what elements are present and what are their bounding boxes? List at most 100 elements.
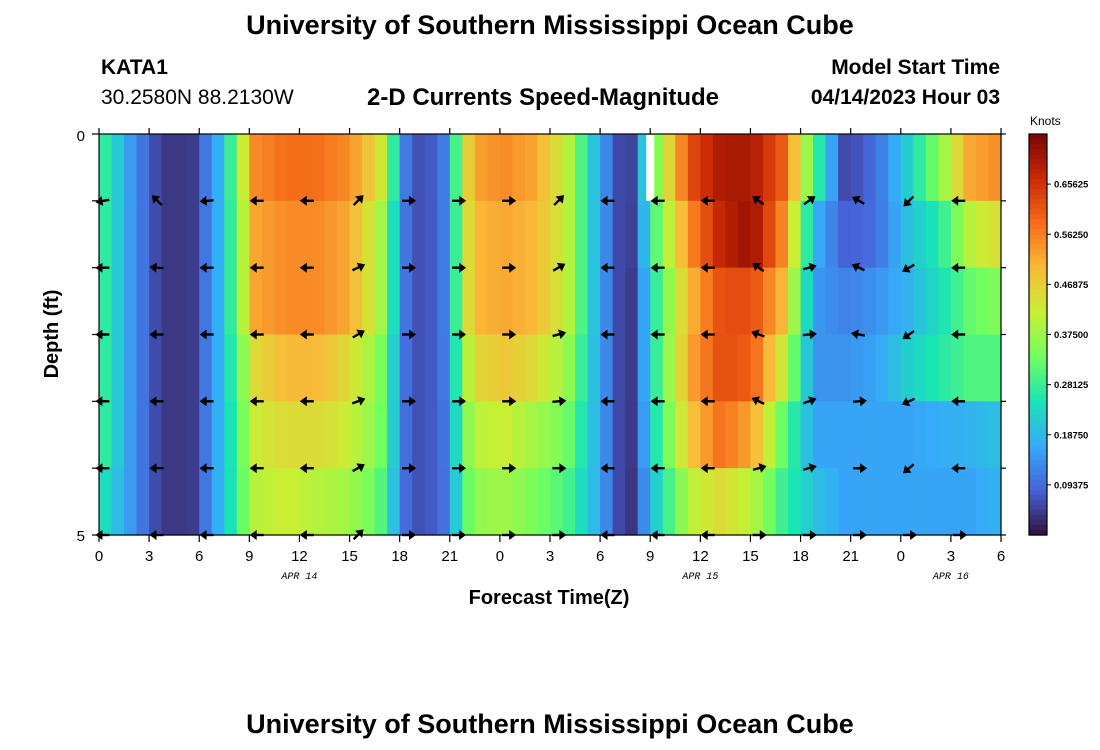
heat-cell: [775, 134, 789, 202]
current-arrow: [351, 262, 366, 272]
heat-cell: [299, 401, 313, 469]
x-tick-label: 12: [291, 548, 308, 565]
heat-cell: [600, 468, 614, 536]
heat-cell: [587, 134, 601, 202]
heat-cell: [650, 401, 664, 469]
colorbar-segment: [1029, 159, 1047, 165]
colorbar-tick-label: 0.37500: [1054, 330, 1088, 341]
current-arrow: [752, 463, 767, 473]
heat-cell: [324, 267, 338, 336]
colorbar-segment: [1029, 319, 1047, 326]
heat-cell: [938, 267, 952, 336]
heat-cell: [299, 468, 313, 536]
heat-cell: [174, 401, 188, 469]
heat-cell: [487, 334, 501, 402]
heat-cell: [963, 267, 977, 336]
heat-cell: [988, 468, 1002, 536]
colorbar-segment: [1029, 294, 1047, 301]
heat-cell: [900, 267, 914, 336]
colorbar-segment: [1029, 379, 1047, 386]
current-arrow: [452, 195, 467, 206]
heat-cell: [913, 200, 927, 269]
heat-cell: [550, 334, 564, 402]
heat-cell: [512, 267, 526, 336]
heat-cell: [925, 401, 939, 469]
heat-cell: [825, 334, 839, 402]
heat-cell: [675, 200, 689, 269]
heat-cell: [487, 468, 501, 536]
colorbar-segment: [1029, 414, 1047, 421]
heat-cell: [687, 267, 701, 336]
current-arrow: [903, 195, 915, 207]
colorbar-segment: [1029, 494, 1047, 501]
heat-cell: [437, 468, 451, 536]
current-arrow: [600, 463, 615, 474]
heat-cell: [261, 200, 275, 269]
heat-cell: [124, 334, 138, 402]
colorbar-segment: [1029, 139, 1047, 145]
heat-cell: [362, 267, 376, 336]
heat-cell: [737, 267, 752, 336]
x-tick-label: 6: [596, 548, 604, 565]
heat-cell: [788, 200, 802, 269]
heat-cell: [424, 468, 438, 536]
heat-cell: [249, 200, 263, 269]
current-arrow: [452, 463, 467, 474]
heat-cell: [600, 200, 614, 269]
y-tick-label: 5: [77, 528, 85, 545]
heat-cell: [637, 334, 651, 402]
heat-cell: [950, 134, 965, 202]
heat-cell: [136, 334, 150, 402]
heat-cell: [712, 334, 726, 402]
heat-cell: [838, 468, 852, 536]
heat-cell: [762, 401, 777, 469]
heat-cell: [813, 401, 827, 469]
heat-cell: [863, 200, 877, 269]
colorbar-segment: [1029, 254, 1047, 260]
heat-cell: [737, 401, 752, 469]
y-tick-label: 0: [77, 128, 85, 145]
heat-cell: [800, 267, 814, 336]
current-arrow: [249, 396, 264, 407]
heat-cell: [850, 267, 864, 336]
station-coords: 30.2580N 88.2130W: [101, 86, 294, 109]
heat-cell: [687, 134, 701, 202]
colorbar-segment: [1029, 479, 1047, 486]
heat-cell: [612, 200, 626, 269]
heat-cell: [750, 200, 764, 269]
heat-cell: [850, 334, 864, 402]
heat-cell: [387, 334, 401, 402]
heat-cell: [850, 134, 864, 202]
heat-cell: [524, 134, 539, 202]
current-arrow: [752, 263, 765, 273]
heat-cell: [199, 334, 213, 402]
heat-cell: [387, 134, 401, 202]
heat-cell: [750, 267, 764, 336]
heat-cell: [550, 468, 564, 536]
heat-cell: [838, 401, 852, 469]
heat-cell: [124, 134, 138, 202]
heat-cell: [675, 134, 689, 202]
current-arrow: [650, 329, 665, 340]
current-arrow: [752, 196, 765, 206]
colorbar-segment: [1029, 309, 1047, 316]
heat-cell: [424, 334, 438, 402]
colorbar-segment: [1029, 259, 1047, 265]
heat-cell: [362, 401, 376, 469]
current-arrow: [951, 262, 966, 273]
heat-cell: [224, 134, 238, 202]
heat-cell: [99, 200, 113, 269]
heat-cell: [813, 334, 827, 402]
heat-cell: [324, 334, 338, 402]
heat-cell: [362, 200, 376, 269]
colorbar-segment: [1029, 504, 1047, 511]
heat-cell: [913, 468, 927, 536]
current-arrow: [452, 262, 467, 273]
heat-cell: [211, 334, 225, 402]
heat-cell: [800, 468, 814, 536]
heat-cell: [788, 334, 802, 402]
colorbar-unit: Knots: [1030, 114, 1061, 128]
heat-cell: [499, 334, 514, 402]
heat-cell: [550, 134, 564, 202]
